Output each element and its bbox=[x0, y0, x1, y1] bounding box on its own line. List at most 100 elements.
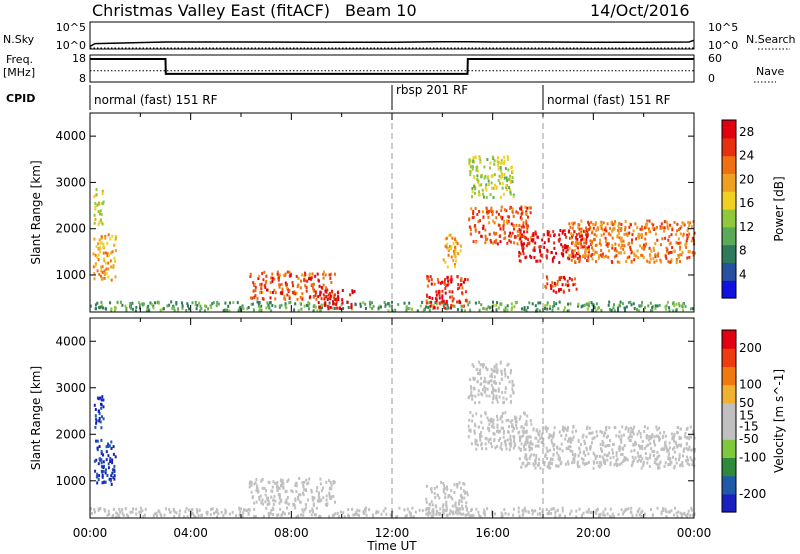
scatter-cell bbox=[489, 209, 492, 213]
scatter-cell bbox=[601, 449, 603, 453]
scatter-cell bbox=[692, 459, 695, 463]
scatter-cell bbox=[368, 300, 371, 304]
scatter-cell bbox=[332, 294, 335, 298]
scatter-cell bbox=[109, 301, 112, 305]
scatter-cell bbox=[467, 303, 470, 307]
scatter-cell bbox=[260, 282, 263, 286]
scatter-cell bbox=[529, 254, 532, 258]
colorbar-tick-label: 100 bbox=[739, 378, 762, 392]
scatter-cell bbox=[598, 454, 601, 458]
scatter-cell bbox=[660, 222, 663, 226]
scatter-cell bbox=[607, 249, 610, 253]
scatter-cell bbox=[491, 510, 494, 514]
scatter-cell bbox=[624, 220, 627, 223]
scatter-cell bbox=[499, 215, 502, 219]
scatter-cell bbox=[508, 448, 511, 452]
scatter-cell bbox=[499, 360, 502, 364]
scatter-cell bbox=[673, 446, 676, 449]
scatter-cell bbox=[592, 451, 595, 455]
scatter-cell bbox=[503, 176, 506, 180]
scatter-cell bbox=[337, 515, 340, 519]
scatter-cell bbox=[339, 307, 341, 310]
scatter-cell bbox=[306, 279, 309, 283]
scatter-cell bbox=[461, 507, 464, 511]
scatter-cell bbox=[100, 451, 103, 455]
scatter-cell bbox=[611, 223, 614, 226]
colorbar-tick-label: 12 bbox=[739, 220, 754, 234]
scatter-cell bbox=[627, 507, 630, 511]
colorbar-tick-label: 20 bbox=[739, 172, 754, 186]
scatter-cell bbox=[462, 482, 465, 485]
scatter-cell bbox=[110, 265, 113, 269]
scatter-cell bbox=[653, 435, 656, 439]
scatter-cell bbox=[585, 302, 588, 306]
scatter-cell bbox=[687, 447, 690, 451]
scatter-cell bbox=[491, 155, 494, 159]
scatter-cell bbox=[677, 255, 680, 259]
scatter-cell bbox=[644, 452, 647, 455]
nave-label: Nave bbox=[756, 65, 784, 78]
scatter-cell bbox=[187, 508, 190, 512]
scatter-cell bbox=[502, 396, 505, 400]
scatter-cell bbox=[488, 221, 491, 225]
scatter-cell bbox=[346, 300, 349, 304]
scatter-cell bbox=[618, 221, 621, 225]
scatter-cell bbox=[271, 279, 274, 283]
scatter-cell bbox=[98, 412, 101, 416]
scatter-cell bbox=[515, 426, 518, 430]
scatter-cell bbox=[544, 307, 546, 310]
scatter-cell bbox=[434, 504, 437, 508]
scatter-cell bbox=[384, 506, 387, 510]
scatter-cell bbox=[239, 507, 242, 511]
scatter-cell bbox=[675, 302, 678, 306]
scatter-cell bbox=[119, 510, 122, 514]
scatter-cell bbox=[573, 230, 576, 234]
scatter-cell bbox=[610, 308, 613, 312]
scatter-cell bbox=[312, 309, 315, 313]
colorbar-tick-label: 15 bbox=[739, 409, 754, 423]
scatter-cell bbox=[100, 398, 103, 402]
scatter-cell bbox=[101, 277, 104, 281]
scatter-cell bbox=[483, 385, 486, 389]
scatter-cell bbox=[598, 254, 600, 258]
scatter-cell bbox=[447, 247, 450, 251]
scatter-cell bbox=[639, 432, 642, 436]
scatter-cell bbox=[519, 415, 522, 419]
scatter-cell bbox=[534, 241, 537, 245]
scatter-cell bbox=[291, 490, 294, 494]
scatter-cell bbox=[557, 307, 560, 311]
scatter-cell bbox=[470, 390, 473, 394]
scatter-cell bbox=[648, 219, 651, 223]
scatter-cell bbox=[583, 241, 586, 245]
scatter-cell bbox=[340, 303, 343, 307]
scatter-cell bbox=[620, 440, 623, 444]
scatter-cell bbox=[224, 301, 227, 305]
scatter-cell bbox=[333, 307, 336, 310]
scatter-cell bbox=[495, 238, 498, 242]
scatter-cell bbox=[676, 426, 679, 430]
scatter-cell bbox=[324, 289, 327, 293]
colorbar-swatch bbox=[722, 244, 736, 263]
scatter-cell bbox=[618, 430, 621, 434]
scatter-cell bbox=[210, 306, 213, 309]
scatter-cell bbox=[582, 461, 585, 465]
scatter-cell bbox=[391, 309, 394, 313]
scatter-cell bbox=[131, 307, 134, 311]
scatter-cell bbox=[588, 253, 590, 257]
scatter-cell bbox=[502, 192, 505, 196]
scatter-cell bbox=[563, 306, 566, 310]
colorbar-swatch bbox=[722, 330, 736, 349]
scatter-cell bbox=[479, 515, 482, 519]
scatter-cell bbox=[100, 274, 102, 278]
scatter-cell bbox=[680, 514, 683, 518]
scatter-cell bbox=[306, 482, 309, 486]
scatter-cell bbox=[454, 504, 457, 508]
scatter-cell bbox=[504, 442, 507, 446]
scatter-cell bbox=[571, 278, 573, 282]
scatter-cell bbox=[286, 480, 289, 483]
scatter-cell bbox=[448, 290, 451, 294]
scatter-cell bbox=[600, 243, 602, 247]
scatter-cell bbox=[463, 482, 466, 486]
scatter-cell bbox=[665, 304, 668, 308]
